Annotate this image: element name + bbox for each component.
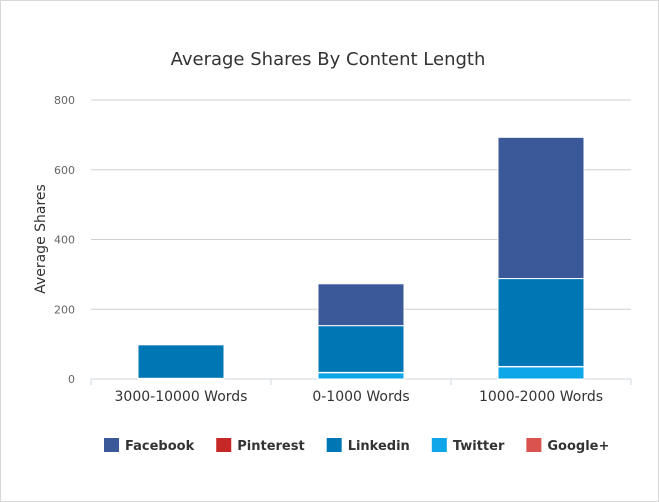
legend-item[interactable]: Google+ <box>526 438 609 454</box>
x-axis: 3000-10000 Words 0-1000 Words 1000-2000 Wo… <box>90 379 632 405</box>
legend-swatch <box>431 438 447 452</box>
legend-item[interactable]: Facebook <box>104 438 195 454</box>
bar-segment-linkedin <box>497 278 585 367</box>
bar-segment-facebook <box>497 136 585 280</box>
legend-swatch <box>216 438 232 452</box>
bar-segment-facebook <box>317 283 405 327</box>
bars <box>137 136 585 380</box>
bar-segment-linkedin <box>317 325 405 373</box>
legend-label: Google+ <box>547 439 609 454</box>
y-axis-label: Average Shares <box>33 184 49 294</box>
legend-label: Facebook <box>125 439 195 454</box>
y-tick-label: 200 <box>54 303 75 316</box>
chart-title: Average Shares By Content Length <box>171 49 486 70</box>
legend-swatch <box>104 438 119 452</box>
x-category-label: 3000-10000 Words <box>115 389 248 405</box>
y-axis: 0 200 400 600 800 <box>54 94 75 386</box>
bar-segment-linkedin <box>137 344 225 379</box>
x-category-label: 1000-2000 Words <box>479 389 603 405</box>
legend-swatch <box>526 438 542 452</box>
y-tick-label: 400 <box>54 234 75 247</box>
legend-item[interactable]: Pinterest <box>216 438 305 454</box>
legend-swatch <box>326 438 342 452</box>
legend-item[interactable]: Linkedin <box>326 438 410 454</box>
legend-label: Twitter <box>453 439 505 454</box>
y-tick-label: 800 <box>54 94 75 107</box>
y-tick-label: 0 <box>68 373 75 386</box>
legend-item[interactable]: Twitter <box>431 438 505 454</box>
y-tick-label: 600 <box>54 164 75 177</box>
legend-label: Linkedin <box>348 439 410 454</box>
legend: Facebook Pinterest Linkedin Twitter Google+ <box>104 438 609 454</box>
legend-label: Pinterest <box>237 439 304 454</box>
bar-segment-twitter <box>497 366 585 380</box>
x-category-label: 0-1000 Words <box>312 389 409 405</box>
bar-segment-twitter <box>317 372 405 380</box>
